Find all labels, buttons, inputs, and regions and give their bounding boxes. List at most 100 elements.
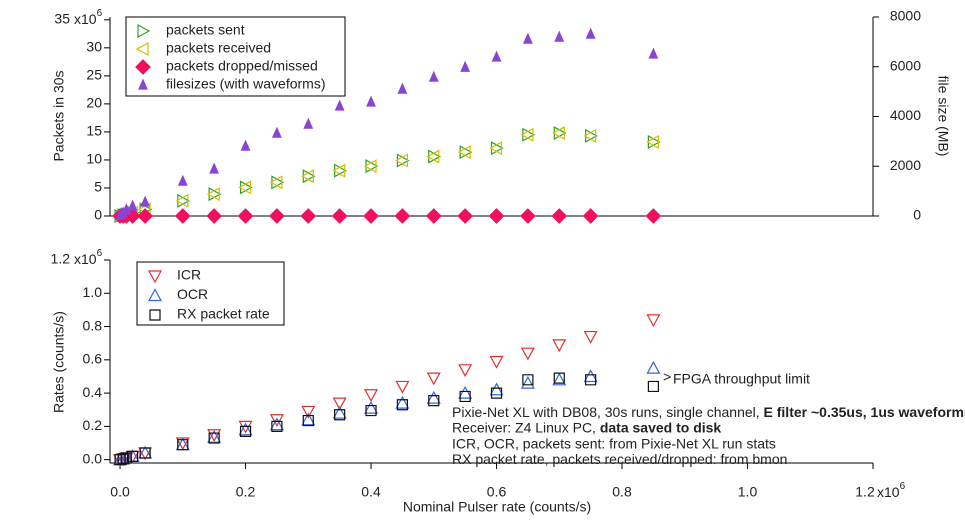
data-point [489, 355, 504, 369]
x-tick-label: 1.2 [855, 484, 875, 500]
multiplier-base: x10 [74, 251, 97, 267]
y-tick-label: 25 [86, 67, 102, 83]
x-axis-label: Nominal Pulser rate (counts/s) [403, 499, 591, 515]
data-point [457, 145, 471, 160]
y-tick-label: 10 [86, 151, 102, 167]
legend-marker [135, 41, 149, 57]
legend-marker [137, 23, 151, 39]
x-tick-label: 0.8 [612, 484, 632, 500]
data-point [127, 199, 138, 211]
y-tick-label: 0.0 [83, 450, 103, 466]
data-point [583, 128, 597, 143]
data-point [425, 208, 442, 224]
legend-marker [138, 78, 148, 90]
data-point [553, 372, 565, 384]
data-point [585, 27, 596, 39]
data-point [520, 375, 535, 389]
data-point [552, 372, 567, 386]
y-tick-label: 35 [54, 11, 70, 27]
data-point [334, 409, 346, 421]
data-point [522, 374, 534, 386]
data-point [175, 193, 189, 208]
legend-marker [147, 288, 163, 302]
data-point [208, 432, 220, 444]
legend-marker [147, 270, 163, 284]
data-point [552, 339, 567, 353]
data-point [174, 208, 191, 224]
data-point [365, 404, 377, 417]
data-point [364, 389, 379, 403]
data-point [302, 414, 314, 427]
multiplier-base: x10 [877, 484, 900, 500]
y-tick-label: 0.4 [83, 384, 103, 400]
x-tick-label: 0.2 [236, 484, 256, 500]
data-point [364, 400, 379, 414]
data-point [332, 397, 347, 411]
data-point [458, 364, 473, 378]
y2-tick-label: 2000 [890, 157, 921, 173]
legend-label: packets sent [166, 22, 245, 38]
y-tick-label: 0 [94, 207, 102, 223]
data-point [301, 405, 316, 419]
legend-box [136, 261, 285, 326]
note-segment: Receiver: Z4 Linux PC, [452, 419, 600, 435]
data-point [395, 380, 410, 394]
data-point [271, 126, 282, 138]
data-point [490, 387, 503, 399]
y2-tick-label: 6000 [890, 57, 921, 73]
note-segment: E filter ~0.35us, 1us waveforms [764, 404, 965, 420]
legend-label: packets dropped/missed [166, 58, 318, 74]
y-tick-label: 0.2 [83, 417, 103, 433]
data-point [489, 141, 503, 156]
data-point [140, 195, 151, 207]
y-tick-label: 1.2 [51, 251, 71, 267]
data-point [334, 99, 345, 111]
data-point [240, 139, 251, 151]
data-point [239, 425, 252, 437]
data-point [520, 347, 535, 361]
legend-label: packets received [166, 40, 271, 56]
data-point [522, 32, 533, 44]
data-point [303, 117, 314, 129]
data-point [137, 208, 153, 224]
data-point [331, 208, 348, 224]
data-point [209, 162, 220, 174]
note-segment: ICR, OCR, packets sent: from Pixie-Net X… [452, 435, 776, 451]
data-point [363, 159, 377, 174]
data-point [126, 450, 139, 462]
legend-label: RX packet rate [177, 306, 270, 322]
y-tick-label: 1.0 [83, 284, 103, 300]
data-point [646, 134, 659, 150]
note-line: Receiver: Z4 Linux PC, data saved to dis… [452, 419, 721, 435]
data-point [207, 429, 222, 442]
data-point [426, 390, 441, 404]
data-point [269, 175, 283, 190]
data-point [363, 208, 379, 224]
data-point [237, 208, 254, 224]
data-point [551, 208, 568, 224]
data-point [583, 330, 598, 344]
note-segment: RX packet rate, packets received/dropped… [452, 451, 787, 467]
data-point [520, 127, 534, 142]
data-point [459, 390, 471, 403]
legend-marker [135, 59, 151, 75]
data-point [396, 399, 408, 411]
x-tick-label: 0.4 [361, 484, 381, 500]
data-point [300, 208, 317, 224]
note-line: ICR, OCR, packets sent: from Pixie-Net X… [452, 435, 776, 451]
multiplier-base: x10 [74, 11, 97, 27]
y-tick-label: 0.8 [83, 317, 103, 333]
legend-label: ICR [177, 267, 201, 283]
axis-multiplier: x106 [74, 248, 103, 267]
data-point [489, 382, 504, 396]
multiplier-exponent: 6 [97, 248, 103, 259]
y-tick-label: 15 [86, 123, 102, 139]
data-point [460, 60, 471, 72]
multiplier-exponent: 6 [900, 481, 906, 492]
data-point [206, 208, 223, 224]
data-point [301, 169, 314, 184]
axis-multiplier: x106 [74, 7, 103, 26]
data-point [117, 453, 129, 465]
data-point [366, 95, 376, 107]
axis-multiplier: x106 [877, 481, 906, 500]
